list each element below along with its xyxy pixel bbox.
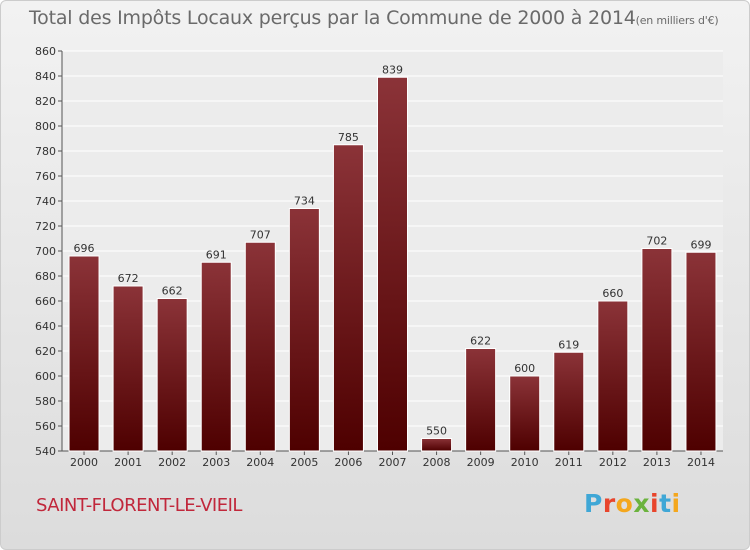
x-tick-label: 2003 xyxy=(202,456,230,469)
y-tick-label: 560 xyxy=(35,420,56,433)
y-tick-label: 580 xyxy=(35,395,56,408)
y-tick-label: 700 xyxy=(35,245,56,258)
x-tick-label: 2001 xyxy=(114,456,142,469)
data-label: 600 xyxy=(514,362,535,375)
logo-letter: i xyxy=(671,489,681,518)
data-label: 702 xyxy=(646,235,667,248)
bar xyxy=(509,375,541,452)
proxiti-logo[interactable]: Proxiti xyxy=(584,489,681,518)
y-tick-label: 780 xyxy=(35,145,56,158)
bar xyxy=(553,351,585,452)
y-tick-label: 720 xyxy=(35,220,56,233)
y-tick-label: 800 xyxy=(35,120,56,133)
bar xyxy=(465,348,497,452)
bars xyxy=(68,76,717,452)
commune-name: SAINT-FLORENT-LE-VIEIL xyxy=(36,495,242,516)
bar xyxy=(332,144,364,452)
data-label: 785 xyxy=(338,131,359,144)
x-tick-label: 2014 xyxy=(687,456,715,469)
y-tick-label: 640 xyxy=(35,320,56,333)
bar xyxy=(244,241,276,452)
bar xyxy=(421,438,453,452)
bar xyxy=(200,261,232,452)
data-label: 699 xyxy=(690,238,711,251)
y-tick-label: 740 xyxy=(35,195,56,208)
y-tick-label: 600 xyxy=(35,370,56,383)
logo-letter: P xyxy=(584,489,603,518)
logo-letter: x xyxy=(633,489,650,518)
bar xyxy=(685,251,717,452)
y-tick-label: 840 xyxy=(35,70,56,83)
logo-letter: o xyxy=(615,489,634,518)
y-tick-label: 760 xyxy=(35,170,56,183)
y-tick-label: 540 xyxy=(35,445,56,458)
data-label: 619 xyxy=(558,338,579,351)
bar xyxy=(377,76,408,452)
x-tick-label: 2010 xyxy=(511,456,539,469)
y-tick-label: 660 xyxy=(35,295,56,308)
data-label: 839 xyxy=(382,63,403,76)
data-label: 734 xyxy=(294,195,315,208)
x-tick-label: 2011 xyxy=(555,456,583,469)
y-tick-label: 860 xyxy=(35,45,56,58)
bar xyxy=(112,285,144,452)
x-tick-label: 2012 xyxy=(599,456,627,469)
x-tick-label: 2008 xyxy=(423,456,451,469)
data-label: 672 xyxy=(118,272,139,285)
chart-title: Total des Impôts Locaux perçus par la Co… xyxy=(29,7,719,29)
data-label: 691 xyxy=(206,248,227,261)
data-label: 696 xyxy=(74,242,95,255)
data-label: 660 xyxy=(602,287,623,300)
bar xyxy=(597,300,629,452)
bar xyxy=(68,255,100,452)
x-tick-label: 2013 xyxy=(643,456,671,469)
logo-letter: i xyxy=(650,489,660,518)
y-tick-label: 820 xyxy=(35,95,56,108)
data-label: 550 xyxy=(426,425,447,438)
data-label: 622 xyxy=(470,335,491,348)
chart-unit: (en milliers d'€) xyxy=(635,14,719,27)
bar xyxy=(641,248,673,452)
y-tick-label: 680 xyxy=(35,270,56,283)
data-label: 707 xyxy=(250,228,271,241)
data-label: 662 xyxy=(162,285,183,298)
y-tick-label: 620 xyxy=(35,345,56,358)
x-tick-label: 2007 xyxy=(379,456,407,469)
x-tick-label: 2004 xyxy=(246,456,274,469)
x-tick-label: 2000 xyxy=(70,456,98,469)
logo-letter: t xyxy=(659,489,672,518)
bar xyxy=(156,298,188,452)
labels: 540 560 580 600 620 640 660 680 700 720 740 760 780 8… xyxy=(35,45,715,469)
x-tick-label: 2005 xyxy=(290,456,318,469)
x-tick-label: 2002 xyxy=(158,456,186,469)
bar xyxy=(288,208,320,452)
x-tick-label: 2006 xyxy=(334,456,362,469)
logo-letter: r xyxy=(602,489,616,518)
x-tick-label: 2009 xyxy=(467,456,495,469)
